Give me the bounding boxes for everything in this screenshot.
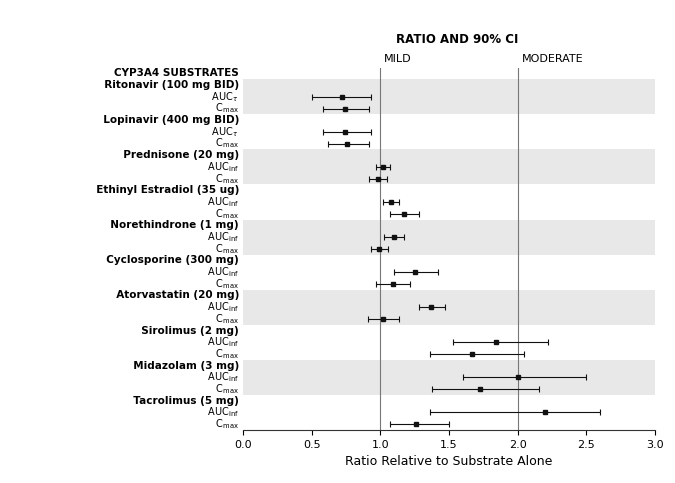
Bar [243,360,655,395]
Text: AUC$_{\mathregular{inf}}$: AUC$_{\mathregular{inf}}$ [189,335,239,349]
Bar [243,149,655,185]
Text: Prednisone (20 mg): Prednisone (20 mg) [115,150,239,160]
Text: Tacrolimus (5 mg): Tacrolimus (5 mg) [126,396,239,406]
Bar [243,290,655,325]
Text: AUC$_{\mathregular{inf}}$: AUC$_{\mathregular{inf}}$ [189,160,239,174]
Text: Atorvastatin (20 mg): Atorvastatin (20 mg) [109,290,239,300]
Text: C$_{\mathregular{max}}$: C$_{\mathregular{max}}$ [196,137,239,151]
Text: C$_{\mathregular{max}}$: C$_{\mathregular{max}}$ [196,312,239,326]
Text: C$_{\mathregular{max}}$: C$_{\mathregular{max}}$ [196,277,239,291]
Text: C$_{\mathregular{max}}$: C$_{\mathregular{max}}$ [196,101,239,115]
Text: C$_{\mathregular{max}}$: C$_{\mathregular{max}}$ [196,172,239,185]
Text: AUC$_{\mathregular{inf}}$: AUC$_{\mathregular{inf}}$ [189,405,239,419]
Text: Ritonavir (100 mg BID): Ritonavir (100 mg BID) [97,80,239,90]
Text: MILD: MILD [384,54,412,64]
Bar [243,220,655,255]
Text: AUC$_{\mathregular{inf}}$: AUC$_{\mathregular{inf}}$ [189,370,239,384]
Text: AUC$_{\mathregular{inf}}$: AUC$_{\mathregular{inf}}$ [189,230,239,244]
Text: AUC$_{\mathregular{inf}}$: AUC$_{\mathregular{inf}}$ [189,265,239,279]
Text: C$_{\mathregular{max}}$: C$_{\mathregular{max}}$ [196,382,239,396]
Text: C$_{\mathregular{max}}$: C$_{\mathregular{max}}$ [196,242,239,256]
Text: C$_{\mathregular{max}}$: C$_{\mathregular{max}}$ [196,347,239,361]
Text: Lopinavir (400 mg BID): Lopinavir (400 mg BID) [95,115,239,125]
Text: Norethindrone (1 mg): Norethindrone (1 mg) [103,220,239,230]
Text: Cyclosporine (300 mg): Cyclosporine (300 mg) [99,256,239,266]
Text: Ethinyl Estradiol (35 ug): Ethinyl Estradiol (35 ug) [88,185,239,195]
Text: CYP3A4 SUBSTRATES: CYP3A4 SUBSTRATES [114,69,239,78]
X-axis label: Ratio Relative to Substrate Alone: Ratio Relative to Substrate Alone [345,455,553,468]
Text: MODERATE: MODERATE [522,54,583,64]
Text: RATIO AND 90% CI: RATIO AND 90% CI [396,33,518,46]
Text: C$_{\mathregular{max}}$: C$_{\mathregular{max}}$ [196,417,239,431]
Bar [243,79,655,114]
Text: AUC$_{\mathregular{inf}}$: AUC$_{\mathregular{inf}}$ [189,300,239,314]
Text: AUC$_{\tau}$: AUC$_{\tau}$ [194,90,239,104]
Text: AUC$_{\tau}$: AUC$_{\tau}$ [194,125,239,139]
Text: Sirolimus (2 mg): Sirolimus (2 mg) [134,326,239,336]
Text: AUC$_{\mathregular{inf}}$: AUC$_{\mathregular{inf}}$ [189,195,239,209]
Text: Midazolam (3 mg): Midazolam (3 mg) [126,361,239,370]
Text: C$_{\mathregular{max}}$: C$_{\mathregular{max}}$ [196,207,239,221]
